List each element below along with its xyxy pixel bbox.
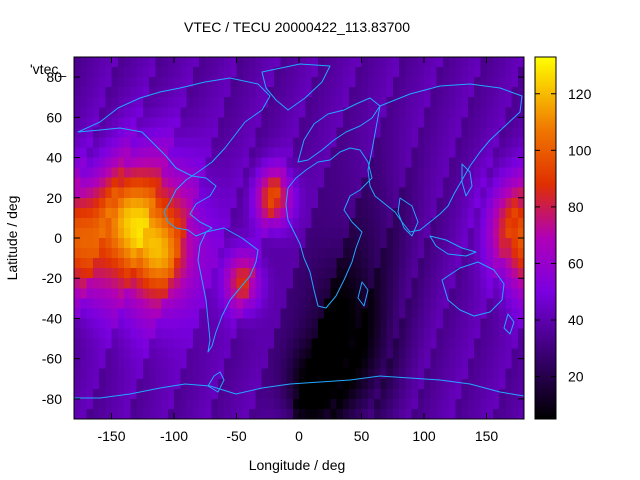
coastline-madagascar [357, 281, 369, 307]
x-tick-label: -100 [160, 428, 188, 444]
x-tick-label: -150 [97, 428, 125, 444]
colorbar [534, 56, 557, 420]
y-tick-label: -40 [42, 310, 62, 326]
y-axis-ticks: 80 60 40 20 0 -20 -40 -60 -80 [42, 69, 524, 407]
y-tick-label: -20 [42, 270, 62, 286]
colorbar-tick-label: 80 [568, 199, 584, 215]
colorbar-tick-label: 120 [568, 86, 592, 102]
y-axis-label: Latitude / deg [4, 196, 20, 281]
x-axis-label: Longitude / deg [249, 457, 346, 473]
x-tick-label: 100 [412, 428, 436, 444]
y-tick-label: 60 [46, 109, 62, 125]
x-tick-label: 0 [295, 428, 303, 444]
y-tick-label: 40 [46, 150, 62, 166]
y-tick-label: 20 [46, 190, 62, 206]
coastlines [74, 63, 524, 399]
coastline-indonesia [429, 235, 477, 257]
colorbar-ticks: 120 100 80 60 40 20 [535, 86, 592, 385]
coastline-antarctica [74, 375, 524, 399]
coastline-greenland [261, 63, 331, 111]
colorbar-tick-label: 100 [568, 142, 592, 158]
coastline-japan [461, 163, 473, 197]
coastline-india [397, 197, 419, 237]
coastline-north-america [77, 77, 271, 237]
coastline-antarctic-peninsula [207, 371, 225, 393]
chart-title: VTEC / TECU 20000422_113.83700 [184, 19, 410, 35]
x-axis-ticks: -150 -100 -50 0 50 100 150 [97, 57, 498, 444]
x-tick-label: 150 [475, 428, 499, 444]
colorbar-tick-label: 40 [568, 312, 584, 328]
colorbar-tick-label: 20 [568, 369, 584, 385]
y-tick-label: 0 [54, 230, 62, 246]
coastline-asia [367, 83, 523, 233]
coastline-australia [441, 261, 505, 317]
y-tick-label: 80 [46, 69, 62, 85]
coastline-south-america [197, 227, 259, 353]
heatmap-layer [74, 57, 524, 419]
coastline-europe-africa [285, 147, 373, 309]
y-tick-label: -60 [42, 351, 62, 367]
colorbar-tick-label: 60 [568, 255, 584, 271]
x-tick-label: -50 [226, 428, 246, 444]
x-tick-label: 50 [354, 428, 370, 444]
vtec-heatmap-image [74, 57, 524, 419]
series-key-label: 'vtec_ [30, 61, 66, 77]
y-tick-label: -80 [42, 391, 62, 407]
coastline-new-zealand [503, 313, 515, 335]
